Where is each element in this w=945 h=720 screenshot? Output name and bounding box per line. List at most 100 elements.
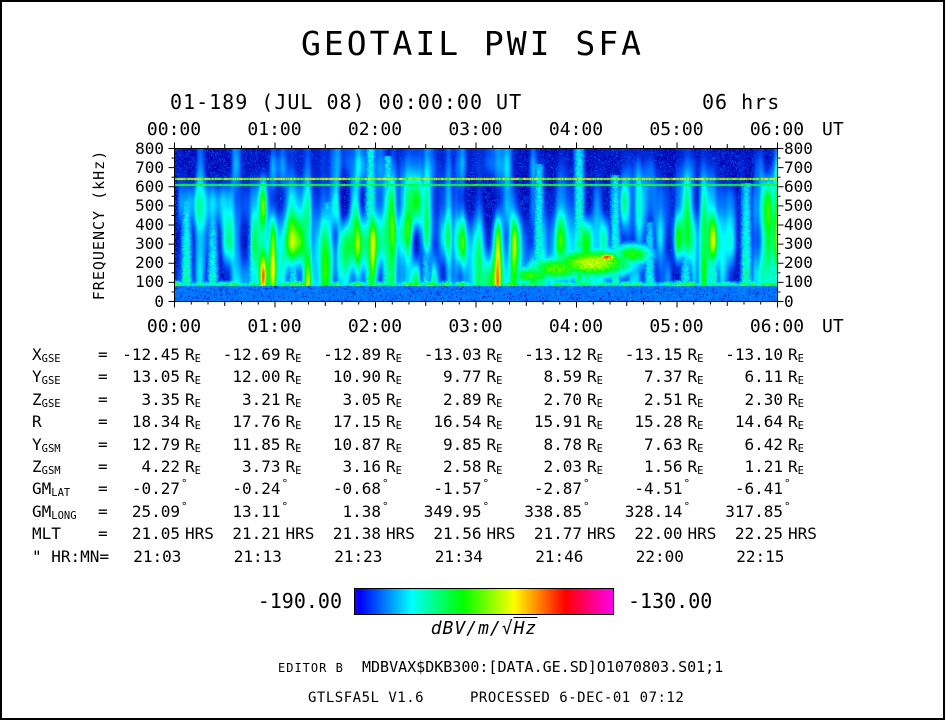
degree-symbol: ° (181, 499, 188, 513)
degree-symbol: ° (482, 477, 490, 491)
ephemeris-row-label-subscript: GSM (41, 442, 61, 455)
ephemeris-value: 3.16 (342, 456, 381, 476)
ephemeris-row-label: ZGSE (32, 389, 61, 410)
earth-radii-unit: RE (788, 367, 804, 388)
earth-radii-unit: RE (285, 367, 302, 388)
ephemeris-row-label: XGSE (32, 345, 61, 365)
ephemeris-value-cell: 3.16 RE (319, 456, 420, 478)
ephemeris-value: -13.15 (624, 345, 683, 364)
ephemeris-value: 1.56 (643, 456, 683, 476)
ephemeris-value: 2.58 (442, 456, 482, 476)
earth-radii-unit: RE (185, 367, 201, 388)
ephemeris-value-cell: 10.90 RE (319, 366, 420, 388)
freq-tick-label: 600 (784, 176, 813, 196)
earth-radii-unit: RE (788, 389, 804, 410)
ephemeris-value-cell: 8.59 RE (520, 366, 621, 388)
ephemeris-value-cell: 1.21 RE (721, 456, 822, 478)
colorbar-max-label: -130.00 (628, 589, 713, 613)
time-tick-label: 01:00 (247, 119, 302, 140)
ephemeris-value: 3.73 (241, 456, 281, 476)
equals-sign: = (98, 456, 108, 476)
ephemeris-value: 6.42 (744, 434, 783, 454)
ephemeris-value-cell: 13.11 ° (219, 500, 320, 523)
time-tick-label: 02:00 (347, 316, 403, 337)
ephemeris-value-cell: 22.00 HRS (621, 523, 722, 545)
ephemeris-row-zgsm: ZGSM = 4.22 RE 3.73 RE 3.16 RE 2.58 RE 2.03 RE 1.56 R… (32, 456, 823, 478)
freq-tick-label: 400 (784, 215, 813, 234)
earth-radii-unit: RE (788, 412, 804, 433)
ephemeris-value-cell: 17.15 RE (319, 411, 420, 433)
processed-timestamp-label: PROCESSED 6-DEC-01 07:12 (470, 690, 685, 706)
ephemeris-value-cell: -6.41 ° (721, 477, 822, 500)
earth-radii-subscript: E (697, 442, 704, 455)
ephemeris-value-cell: 7.37 RE (621, 366, 722, 388)
earth-radii-unit: RE (386, 434, 402, 455)
ephemeris-row-label-subscript: LONG (51, 509, 77, 522)
freq-tick-label: 300 (135, 234, 164, 254)
earth-radii-unit: RE (486, 434, 503, 455)
ephemeris-value: 21.38 (332, 524, 381, 544)
earth-radii-subscript: E (194, 464, 201, 477)
freq-tick-label: 0 (154, 291, 164, 311)
ephemeris-value: -13.10 (725, 345, 783, 364)
earth-radii-unit: RE (285, 434, 302, 455)
equals-sign: = (98, 501, 108, 521)
ephemeris-row-ygsm: YGSM = 12.79 RE 11.85 RE 10.87 RE 9.85 RE 8.78 RE 7.… (32, 434, 823, 456)
earth-radii-unit: RE (285, 345, 302, 365)
ephemeris-value: 2.89 (442, 389, 482, 409)
ephemeris-value-cell: 13.05 RE (118, 366, 219, 388)
ephemeris-value: 15.28 (634, 412, 683, 432)
ephemeris-value: 10.87 (332, 434, 381, 454)
page-title: GEOTAIL PWI SFA (300, 24, 644, 63)
time-tick-label: 06:00 (749, 119, 805, 140)
colorbar-unit-prefix: dBV/m/√ (430, 618, 514, 639)
degree-symbol: ° (281, 477, 289, 491)
degree-symbol: ° (382, 499, 389, 513)
ephemeris-value-cell: 22:00 (622, 546, 723, 568)
ephemeris-value: 21:13 (233, 546, 282, 566)
equals-sign: = (98, 367, 108, 387)
ephemeris-value: 21.05 (131, 524, 180, 544)
earth-radii-subscript: E (496, 464, 503, 477)
ephemeris-value-cell: 4.22 RE (118, 456, 219, 478)
freq-tick-label: 200 (784, 253, 813, 273)
colorbar-gradient (354, 588, 614, 615)
earth-radii-unit: RE (687, 389, 704, 410)
ephemeris-row-hrmn: " HR:MN = 21:03 21:13 21:23 21:34 21:46 22:00 22… (32, 546, 823, 568)
earth-radii-unit: RE (486, 389, 503, 410)
ephemeris-value: 11.85 (232, 434, 281, 454)
ephemeris-value-cell: 22.25 HRS (721, 523, 822, 545)
ephemeris-value: -12.45 (122, 345, 180, 364)
ephemeris-value-cell: 1.38 ° (319, 500, 420, 523)
ephemeris-value: 12.79 (131, 434, 180, 454)
ephemeris-value: 25.09 (131, 501, 180, 521)
equals-sign: = (98, 412, 108, 432)
ephemeris-value-cell: 7.63 RE (621, 434, 722, 456)
ephemeris-row-label-subscript: GSE (41, 397, 61, 410)
earth-radii-unit: RE (486, 412, 503, 433)
earth-radii-unit: RE (386, 367, 402, 388)
duration-label: 06 hrs (702, 90, 781, 114)
ephemeris-value: -0.68 (332, 479, 381, 499)
earth-radii-subscript: E (496, 353, 503, 365)
time-tick-label: 00:00 (146, 316, 202, 337)
ephemeris-value: 8.59 (543, 367, 582, 387)
ephemeris-value: 317.85 (725, 501, 783, 521)
ephemeris-value-cell: 21:23 (320, 546, 421, 568)
ephemeris-value: 17.15 (332, 412, 381, 432)
earth-radii-unit: RE (687, 456, 704, 477)
ephemeris-row-label: " HR:MN (32, 546, 100, 566)
degree-symbol: ° (181, 477, 188, 491)
equals-sign: = (98, 345, 108, 364)
ephemeris-value: 21.21 (232, 524, 281, 544)
ephemeris-value-cell: 21:13 (220, 546, 321, 568)
ephemeris-value-cell: 317.85 ° (721, 500, 822, 523)
freq-tick-label: 100 (784, 272, 813, 292)
time-axis-unit-label: UT (822, 316, 844, 337)
earth-radii-subscript: E (596, 375, 603, 388)
ephemeris-row-label: GMLONG (32, 501, 77, 522)
earth-radii-subscript: E (797, 464, 804, 477)
ephemeris-value: -1.57 (433, 479, 482, 499)
colorbar-min-label: -190.00 (257, 589, 342, 613)
ephemeris-value-cell: -0.27 ° (118, 477, 219, 500)
